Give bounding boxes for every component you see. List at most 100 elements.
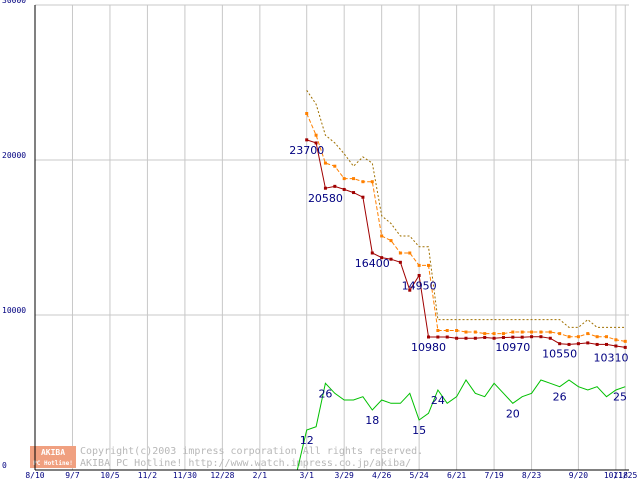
series-point-average: [455, 329, 459, 332]
series-point-min: [305, 138, 309, 142]
series-point-min: [539, 335, 543, 339]
series-point-average: [614, 338, 618, 342]
series-point-average: [333, 164, 337, 168]
logo-top-text: AKIBA: [41, 448, 65, 457]
series-point-min: [567, 342, 571, 346]
series-point-min: [380, 256, 384, 260]
series-point-average: [352, 177, 356, 181]
series-point-min: [520, 335, 524, 339]
x-tick-label: 9/20: [569, 471, 588, 480]
data-label-min: 10980: [411, 341, 446, 354]
x-tick-label: 12/28: [210, 471, 234, 480]
series-point-average: [445, 329, 449, 332]
series-point-min: [427, 335, 431, 339]
series-point-average: [417, 263, 421, 267]
data-label-shops: 18: [365, 414, 379, 427]
series-point-min: [501, 335, 505, 339]
series-point-average: [548, 330, 552, 334]
x-tick-label: 3/29: [335, 471, 354, 480]
series-point-min: [464, 336, 468, 340]
series-point-average: [427, 263, 431, 267]
series-point-min: [530, 335, 534, 339]
series-point-min: [398, 260, 402, 264]
series-point-min: [511, 335, 515, 339]
data-label-shops: 26: [553, 391, 567, 404]
x-tick-label: 8/10: [25, 471, 44, 480]
y-tick-label: 20000: [2, 151, 26, 160]
x-tick-label: 11/30: [173, 471, 197, 480]
x-tick-label: 10/18: [604, 471, 628, 480]
series-point-min: [408, 288, 412, 292]
x-tick-label: 10/5: [100, 471, 119, 480]
series-line-average: [306, 113, 626, 342]
data-label-min: 10970: [495, 341, 530, 354]
y-tick-label: 0: [2, 461, 7, 470]
series-point-min: [455, 336, 459, 340]
series-point-min: [595, 342, 599, 346]
series-point-min: [342, 187, 346, 191]
series-point-average: [483, 332, 487, 336]
series-point-min: [333, 184, 337, 188]
y-tick-label: 10000: [2, 306, 26, 315]
series-point-average: [361, 180, 365, 184]
series-point-average: [492, 332, 496, 336]
series-point-average: [314, 133, 318, 137]
data-label-min: 10310: [594, 351, 629, 364]
series-point-min: [623, 345, 627, 349]
x-tick-label: 11/25: [613, 471, 637, 480]
data-labels: 23700 20580 16400 14950 10980 10970 10550 10310…: [289, 144, 628, 447]
data-label-shops: 26: [318, 387, 332, 400]
series-point-average: [342, 177, 346, 181]
series-point-average: [530, 330, 534, 334]
series-point-average: [567, 335, 571, 339]
x-tick-label: 4/26: [372, 471, 391, 480]
data-label-min: 10550: [542, 348, 577, 361]
series-point-min: [558, 342, 562, 346]
series-point-average: [605, 335, 609, 339]
data-label-shops: 20: [506, 407, 520, 420]
series-point-average: [464, 330, 468, 334]
x-tick-label: 5/24: [409, 471, 428, 480]
data-label-min: 20580: [308, 192, 343, 205]
x-tick-label: 9/7: [65, 471, 80, 480]
series-point-min: [417, 273, 421, 277]
logo-badge: [30, 446, 76, 468]
data-label-min: 16400: [355, 257, 390, 270]
grid: [34, 4, 629, 471]
series-point-average: [595, 335, 599, 339]
data-label-min: 14950: [402, 279, 437, 292]
series-point-min: [323, 186, 327, 190]
y-tick-label: 30000: [2, 0, 26, 5]
data-label-shops: 15: [412, 424, 426, 437]
series-point-min: [548, 336, 552, 340]
site-url-text: AKIBA PC Hotline! http://www.watch.impre…: [80, 458, 411, 469]
data-label-shops: 25: [613, 391, 627, 404]
series-point-average: [436, 329, 440, 332]
series-point-average: [558, 332, 562, 336]
series-point-average: [408, 251, 412, 255]
series-point-min: [586, 341, 590, 345]
data-label-shops: 12: [300, 434, 314, 447]
series-point-average: [305, 112, 309, 115]
series-point-min: [389, 257, 393, 261]
series-point-average: [539, 330, 543, 334]
copyright-text: Copyright(c)2003 impress corporation All…: [80, 446, 423, 457]
series-point-average: [576, 335, 580, 339]
series-point-average: [370, 180, 374, 184]
series-point-min: [614, 344, 618, 348]
series-point-min: [352, 191, 356, 195]
x-tick-label: 11/2: [138, 471, 157, 480]
series-point-average: [389, 239, 393, 243]
series-point-min: [492, 336, 496, 340]
series-point-average: [501, 332, 505, 336]
x-tick-label: 2/1: [253, 471, 268, 480]
series-point-min: [483, 335, 487, 339]
data-label-shops: 24: [431, 394, 445, 407]
series-point-min: [605, 342, 609, 346]
series-line-max: [306, 90, 626, 328]
series-point-average: [586, 332, 590, 336]
series-point-min: [576, 342, 580, 346]
akiba-logo: AKIBA PC Hotline!: [30, 446, 76, 468]
